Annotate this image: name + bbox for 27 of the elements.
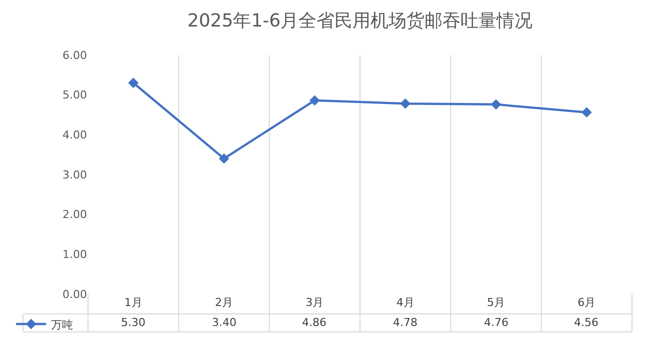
- point: [128, 78, 139, 88]
- data-label: 4.86: [302, 316, 326, 329]
- x-tick-label: 5月: [487, 296, 505, 309]
- data-label: 4.56: [574, 316, 598, 329]
- x-tick-label: 1月: [124, 296, 142, 309]
- data-label: 4.76: [484, 316, 508, 329]
- x-tick-label: 6月: [578, 296, 596, 309]
- y-tick-label: 4.00: [62, 128, 87, 142]
- chart-title: 2025年1-6月全省民用机场货邮吞吐量情况: [187, 10, 533, 32]
- data-label: 4.78: [393, 316, 418, 329]
- x-tick-label: 3月: [306, 296, 324, 309]
- point: [400, 98, 411, 109]
- data-label: 5.30: [121, 316, 146, 329]
- point: [218, 153, 230, 164]
- y-tick-label: 3.00: [62, 168, 87, 182]
- y-tick-label: 0.00: [62, 288, 87, 301]
- y-tick-label: 1.00: [62, 248, 87, 262]
- point: [309, 95, 320, 106]
- point: [581, 107, 592, 118]
- legend-label: 万吨: [51, 318, 74, 332]
- data-label: 3.40: [212, 316, 236, 329]
- point: [490, 99, 502, 110]
- y-tick-label: 2.00: [62, 208, 87, 222]
- y-tick-label: 6.00: [62, 48, 87, 62]
- y-tick-label: 5.00: [62, 88, 87, 102]
- x-tick-label: 2月: [215, 296, 233, 309]
- x-tick-label: 4月: [396, 296, 414, 309]
